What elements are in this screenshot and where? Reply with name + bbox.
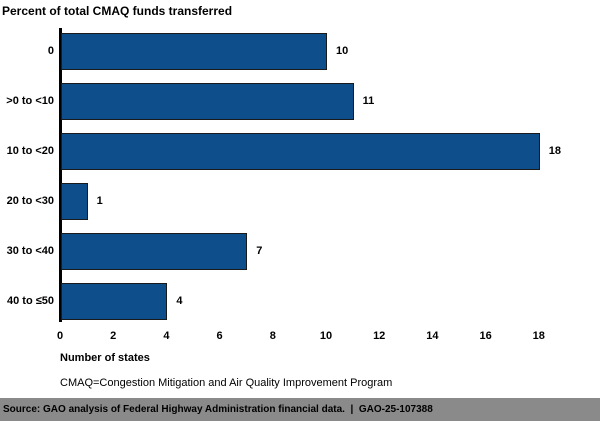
x-tick-label: 12 (373, 330, 386, 342)
value-label: 11 (362, 94, 375, 107)
x-tick-label: 14 (426, 330, 439, 342)
category-label: 10 to <20 (6, 144, 54, 157)
x-tick-label: 18 (532, 330, 545, 342)
value-label: 7 (256, 244, 263, 257)
value-label: 10 (336, 44, 349, 57)
bar (61, 83, 354, 120)
x-tick-label: 16 (479, 330, 492, 342)
category-label: 40 to ≤50 (6, 294, 54, 307)
y-axis-line (59, 28, 62, 322)
x-tick-label: 2 (110, 330, 117, 342)
x-tick-label: 8 (269, 330, 276, 342)
chart-title: Percent of total CMAQ funds transferred (2, 4, 233, 18)
x-tick-label: 0 (56, 330, 64, 342)
category-label: 30 to <40 (6, 244, 54, 257)
bar (61, 233, 248, 270)
x-tick-label: 4 (163, 330, 170, 342)
value-label: 18 (548, 144, 562, 157)
category-label: 0 (47, 44, 54, 57)
value-label: 1 (96, 194, 103, 207)
x-tick-label: 6 (216, 330, 223, 342)
x-axis-title: Number of states (60, 352, 150, 364)
value-label: 4 (176, 294, 183, 307)
category-label: 20 to <30 (6, 194, 54, 207)
category-label: >0 to <10 (6, 94, 54, 107)
bar (61, 133, 540, 170)
bar (61, 183, 88, 220)
x-tick-label: 10 (319, 330, 333, 342)
bar (61, 33, 327, 70)
chart-note: CMAQ=Congestion Mitigation and Air Quali… (60, 377, 393, 389)
source-bar: Source: GAO analysis of Federal Highway … (0, 398, 600, 421)
bar (61, 283, 168, 320)
